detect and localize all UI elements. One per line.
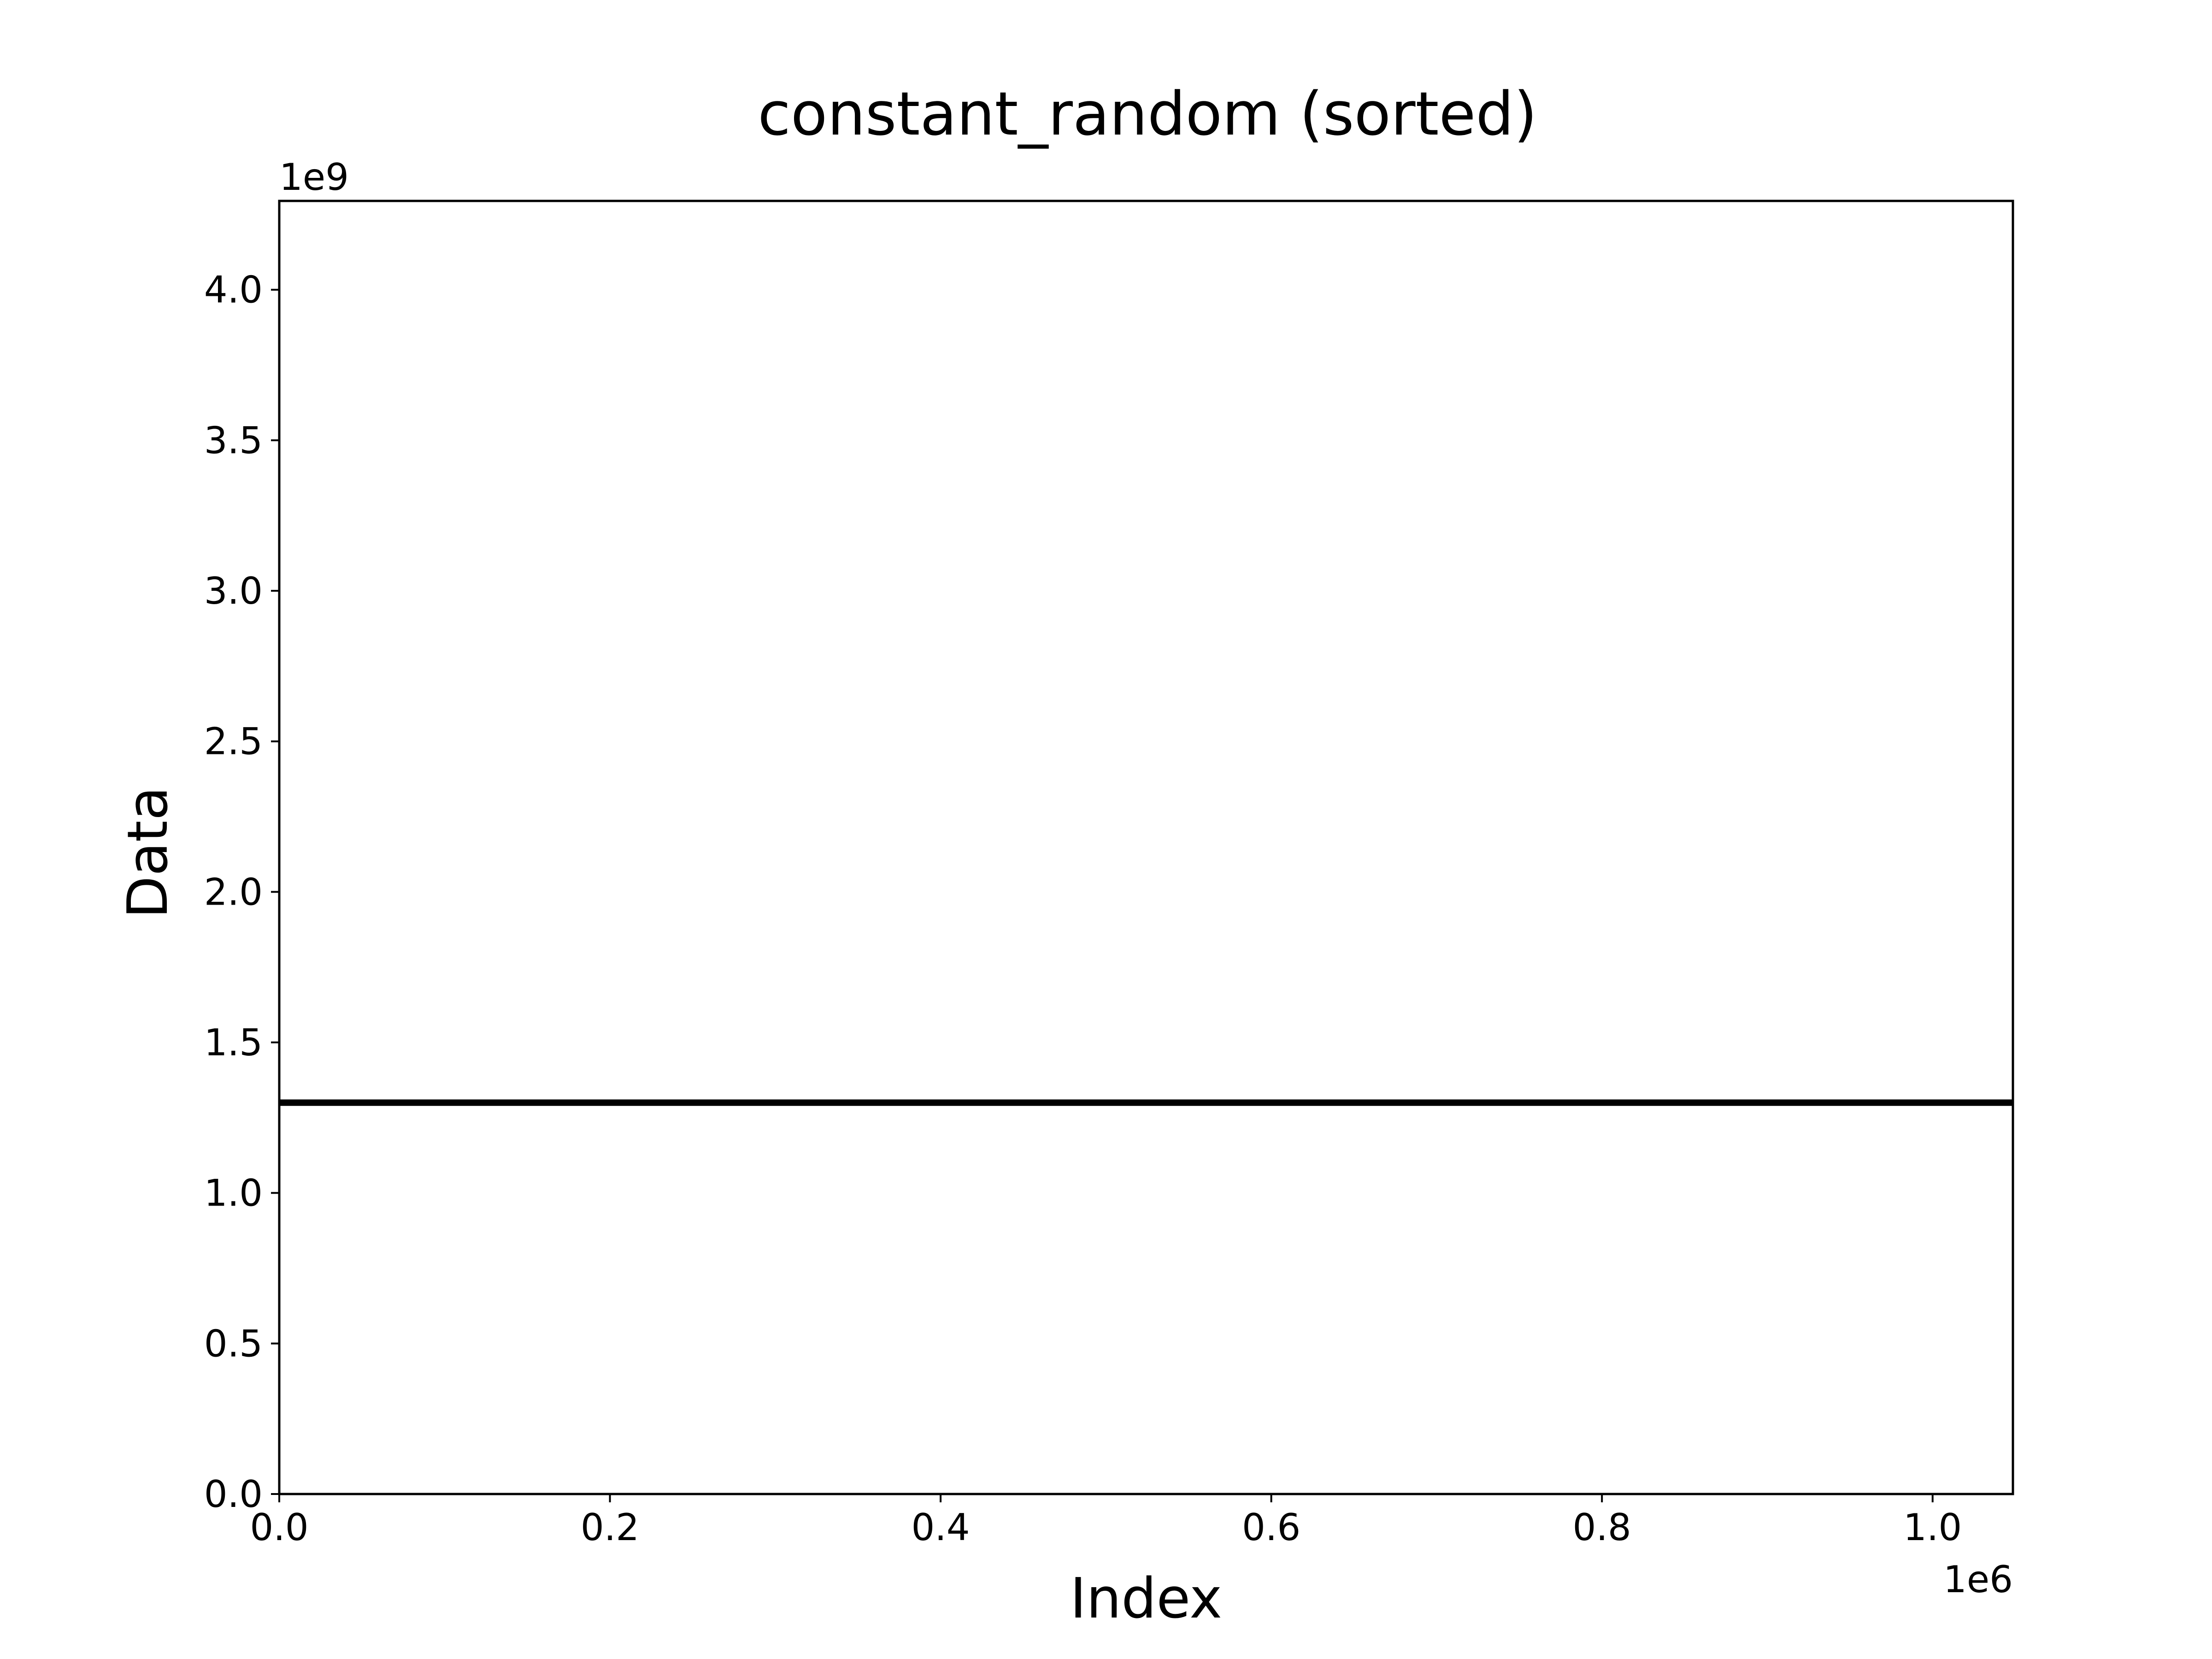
y-tick-label: 3.0 xyxy=(204,570,263,612)
y-tick-label: 1.0 xyxy=(204,1172,263,1215)
y-tick-label: 2.0 xyxy=(204,871,263,913)
axes-frame xyxy=(278,200,2014,1495)
x-tick-label: 0.8 xyxy=(1573,1506,1631,1549)
x-offset-label: 1e6 xyxy=(1943,1558,2013,1601)
y-tick-label: 3.5 xyxy=(204,419,263,462)
x-tick-label: 0.6 xyxy=(1242,1506,1300,1549)
x-axis: 0.0 0.2 0.4 0.6 0.8 1.0 xyxy=(250,1494,1962,1549)
x-tick-label: 0.2 xyxy=(581,1506,639,1549)
x-tick-label: 0.0 xyxy=(250,1506,308,1549)
x-tick-label: 0.4 xyxy=(911,1506,970,1549)
x-axis-label: Index xyxy=(1070,1567,1222,1631)
y-tick-label: 2.5 xyxy=(204,720,263,763)
x-tick-label: 1.0 xyxy=(1903,1506,1962,1549)
y-axis-label: Data xyxy=(116,787,180,919)
y-tick-label: 0.5 xyxy=(204,1322,263,1365)
y-offset-label: 1e9 xyxy=(279,156,349,199)
y-tick-label: 0.0 xyxy=(204,1473,263,1516)
y-tick-label: 4.0 xyxy=(204,269,263,312)
chart-title: constant_random (sorted) xyxy=(758,79,1537,149)
y-axis: 0.0 0.5 1.0 1.5 2.0 2.5 3.0 3.5 4.0 xyxy=(204,269,279,1516)
y-tick-label: 1.5 xyxy=(204,1021,263,1064)
